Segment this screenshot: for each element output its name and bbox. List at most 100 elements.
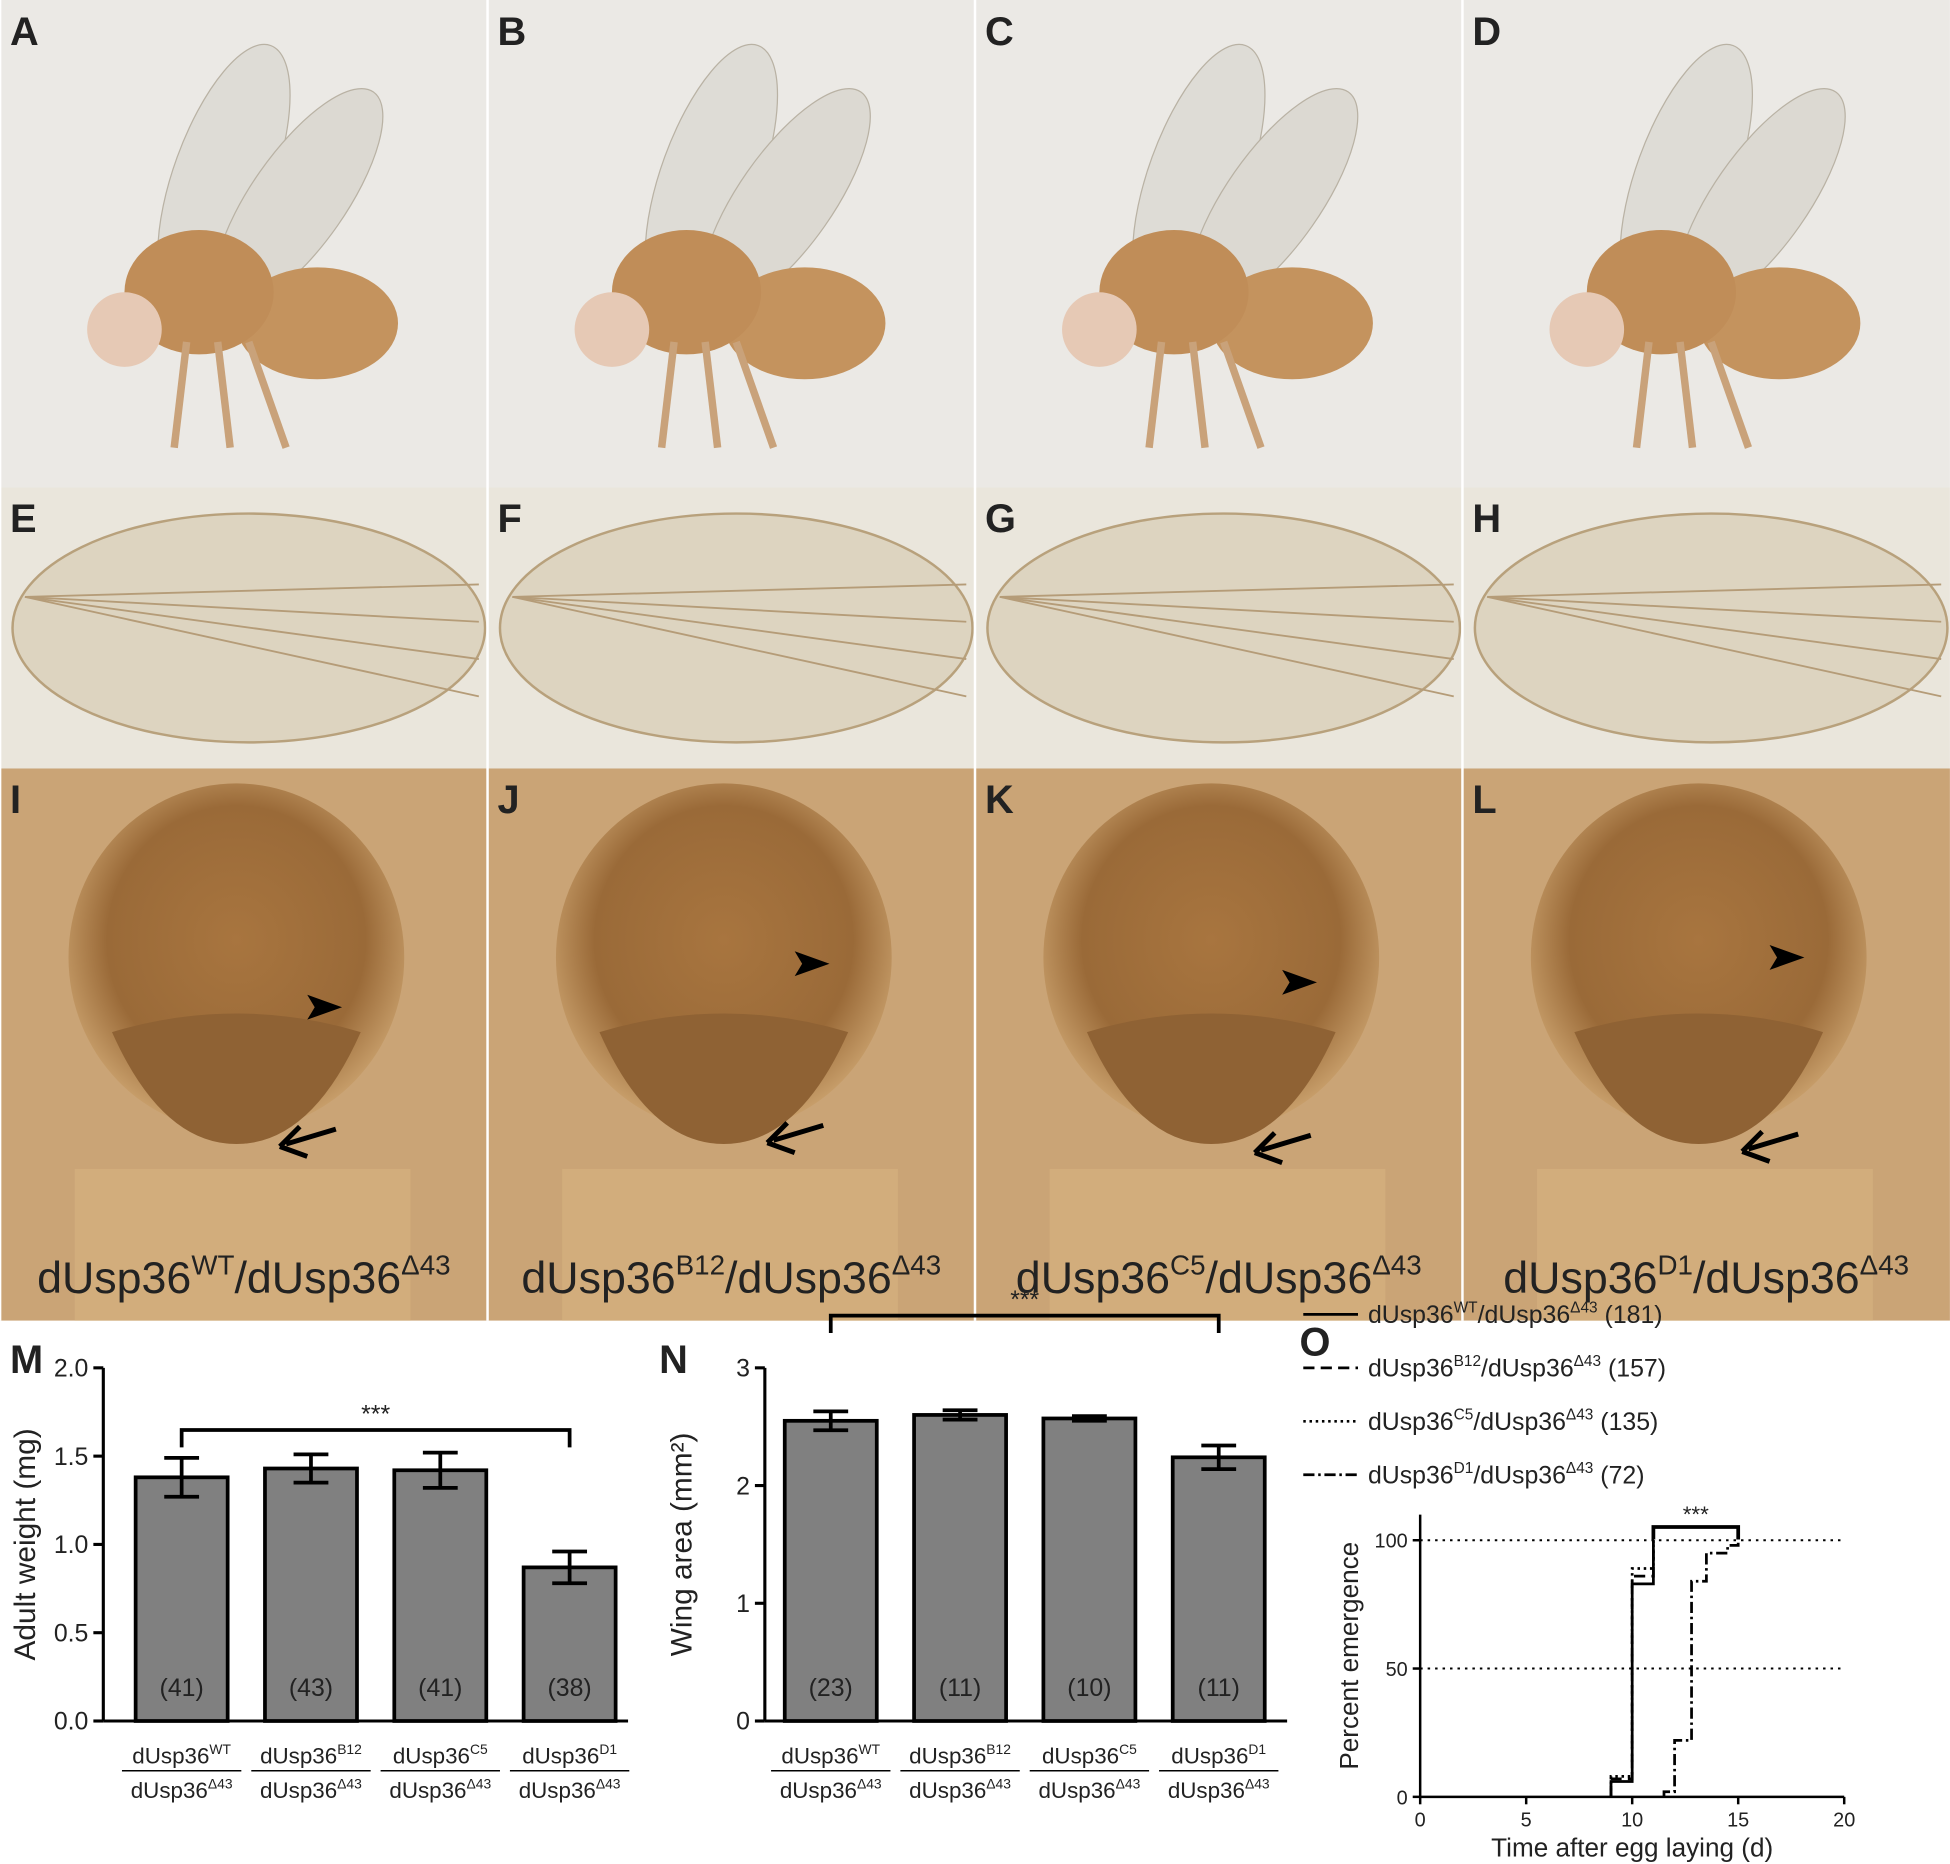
text-part: dUsp36 xyxy=(1368,1408,1454,1436)
y-tick-label: 1.0 xyxy=(54,1531,89,1559)
arrow xyxy=(1740,1129,1799,1164)
n-label: (43) xyxy=(289,1674,333,1702)
superscript: C5 xyxy=(1454,1407,1474,1424)
scutellum xyxy=(599,1013,849,1145)
thorax-body xyxy=(124,230,274,355)
significance-bracket xyxy=(828,1313,1221,1334)
text-part: dUsp36 xyxy=(521,1253,675,1303)
panel-letter: H xyxy=(1472,497,1501,541)
leg xyxy=(1145,341,1166,449)
bar xyxy=(521,1565,618,1723)
y-tick-label: 2.0 xyxy=(54,1355,89,1383)
panel-letter: A xyxy=(10,10,39,54)
abdomen xyxy=(1211,267,1373,380)
text-part: /dUsp36 xyxy=(1478,1301,1571,1329)
wing-vein xyxy=(24,595,480,698)
genotype-label: dUsp36WT/dUsp36Δ43 (181) xyxy=(1368,1291,1663,1329)
genotype-label: dUsp36D1/dUsp36Δ43 (72) xyxy=(1368,1451,1645,1489)
x-tick-label: 5 xyxy=(1521,1810,1532,1832)
panel-letter: G xyxy=(985,497,1016,541)
panel-letter: F xyxy=(497,497,521,541)
superscript: B12 xyxy=(676,1249,725,1280)
genotype-label: dUsp36WT xyxy=(132,1741,231,1768)
superscript: D1 xyxy=(1658,1249,1693,1280)
x-tick-label: 15 xyxy=(1727,1810,1749,1832)
y-tick-label: 2 xyxy=(736,1472,750,1500)
y-tick-label: 0.5 xyxy=(54,1619,89,1647)
scutellum xyxy=(1086,1013,1336,1145)
error-bar xyxy=(1071,1414,1107,1423)
wing-vein xyxy=(999,583,1454,598)
x-tick-label: 20 xyxy=(1833,1810,1855,1832)
y-axis-label: Adult weight (mg) xyxy=(9,1428,42,1660)
text-part: dUsp36 xyxy=(519,1778,596,1803)
survival-curve xyxy=(1609,1540,1655,1797)
text-part: dUsp36 xyxy=(909,1778,986,1803)
genotype-label: dUsp36WT xyxy=(781,1741,880,1768)
wing-vein xyxy=(1487,595,1942,698)
panel-letter: C xyxy=(985,10,1014,54)
text-part: dUsp36 xyxy=(1038,1778,1115,1803)
leg xyxy=(1220,340,1265,449)
text-part: dUsp36 xyxy=(1368,1461,1454,1489)
leg xyxy=(1188,341,1209,449)
genotype-label: dUsp36B12/dUsp36Δ43 (157) xyxy=(1368,1344,1666,1382)
leg xyxy=(657,341,678,449)
superscript: Δ43 xyxy=(1860,1249,1909,1280)
wing-vein xyxy=(999,595,1454,660)
y-axis-label: Percent emergence xyxy=(1334,1542,1364,1770)
panel-letter: J xyxy=(497,778,519,822)
superscript: B12 xyxy=(337,1741,362,1757)
superscript: D1 xyxy=(1454,1460,1474,1477)
head xyxy=(574,292,650,367)
n-label: (11) xyxy=(939,1674,981,1702)
genotype-label: dUsp36Δ43 xyxy=(519,1776,621,1803)
abdomen xyxy=(723,267,886,380)
arrow xyxy=(278,1124,337,1159)
bar xyxy=(1041,1416,1138,1723)
genotype-label: dUsp36D1/dUsp36Δ43 xyxy=(1503,1249,1909,1303)
superscript: C5 xyxy=(470,1741,488,1757)
text-part: dUsp36 xyxy=(260,1778,337,1803)
n-label: (10) xyxy=(1067,1674,1111,1702)
genotype-label: dUsp36C5/dUsp36Δ43 xyxy=(1016,1249,1422,1303)
significance-bracket xyxy=(179,1428,572,1448)
error-bar xyxy=(293,1452,329,1485)
error-bar xyxy=(1201,1443,1237,1471)
y-tick-label: 100 xyxy=(1375,1531,1408,1553)
superscript: Δ43 xyxy=(1566,1407,1593,1424)
text-part: dUsp36 xyxy=(1171,1743,1248,1768)
leg xyxy=(214,341,234,449)
bar xyxy=(782,1418,879,1723)
n-label: (38) xyxy=(548,1674,592,1702)
n-label: (11) xyxy=(1198,1674,1240,1702)
wing-vein xyxy=(512,595,967,698)
genotype-label: dUsp36D1 xyxy=(1171,1741,1266,1768)
y-tick-label: 0.0 xyxy=(54,1708,89,1736)
superscript: WT xyxy=(859,1741,881,1757)
y-tick-label: 1.5 xyxy=(54,1443,89,1471)
text-part: dUsp36 xyxy=(131,1778,208,1803)
n-label: (181) xyxy=(1605,1301,1663,1329)
genotype-label: dUsp36B12 xyxy=(260,1741,362,1768)
n-label: (72) xyxy=(1600,1461,1644,1489)
abdomen xyxy=(1698,267,1861,380)
text-part: /dUsp36 xyxy=(1693,1253,1860,1303)
genotype-label: dUsp36Δ43 xyxy=(909,1776,1011,1803)
leg xyxy=(1632,341,1653,449)
leg xyxy=(170,341,191,449)
head xyxy=(1549,292,1625,367)
genotype-label: dUsp36Δ43 xyxy=(1168,1776,1270,1803)
text-part: /dUsp36 xyxy=(725,1253,892,1303)
superscript: Δ43 xyxy=(1570,1300,1597,1317)
survival-curve xyxy=(1609,1540,1655,1797)
n-label: (41) xyxy=(418,1674,462,1702)
superscript: Δ43 xyxy=(1574,1353,1601,1370)
error-bar xyxy=(942,1408,978,1422)
wing-vein xyxy=(24,595,479,623)
superscript: Δ43 xyxy=(892,1249,941,1280)
thorax-body xyxy=(1099,230,1249,355)
superscript: Δ43 xyxy=(857,1776,882,1792)
text-part: dUsp36 xyxy=(37,1253,191,1303)
